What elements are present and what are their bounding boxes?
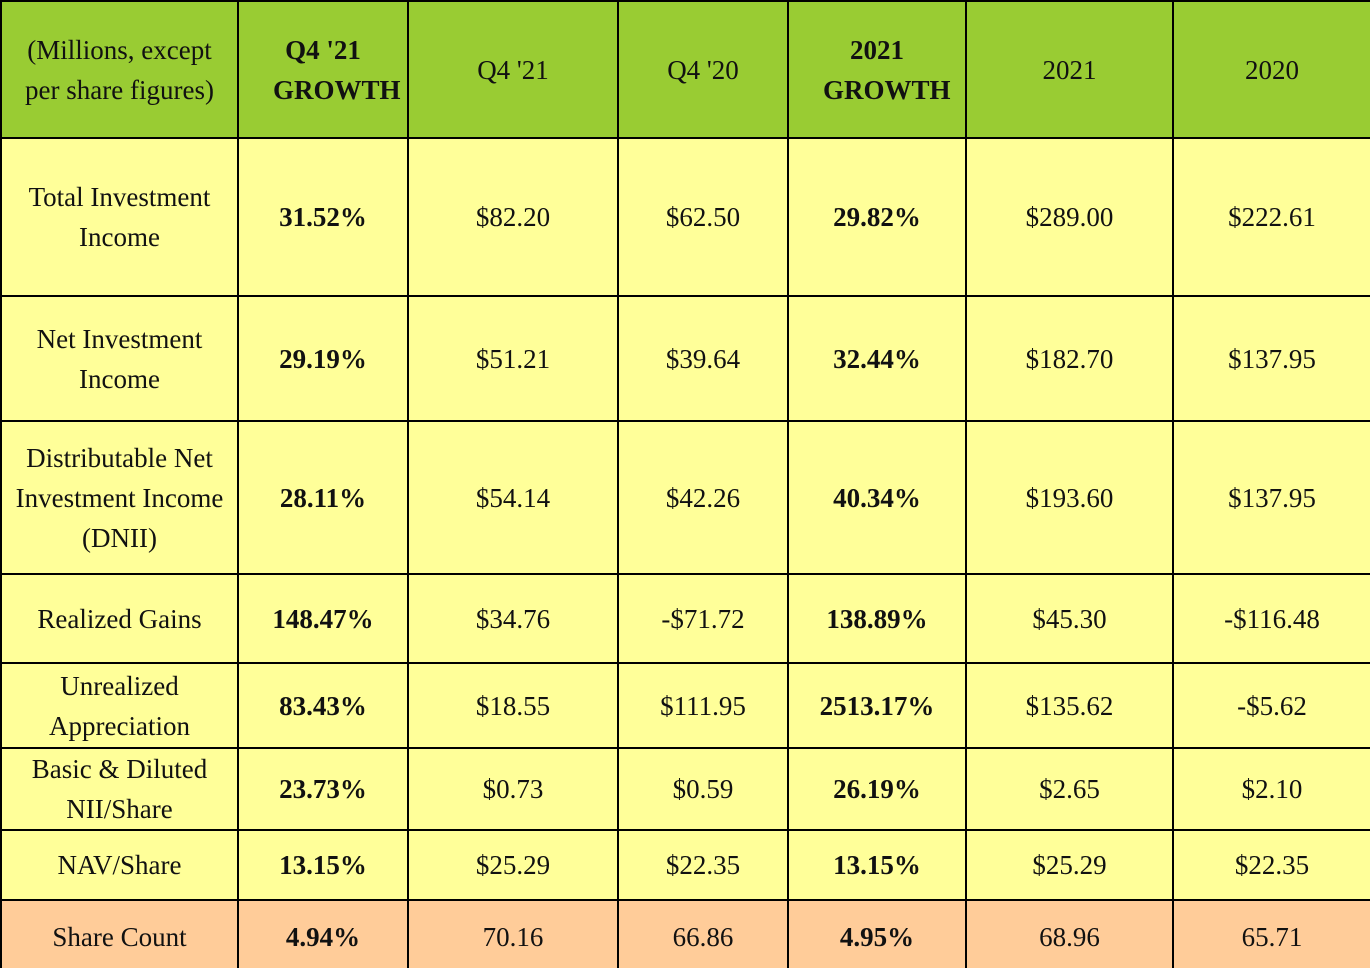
table-cell: $137.95 [1172, 420, 1370, 575]
column-header: 2020 [1172, 0, 1370, 139]
table-row: Realized Gains 148.47% $34.76 -$71.72 138.89… [0, 573, 1370, 664]
table-row: Unrealized Appreciation 83.43% $18.55 $111.… [0, 662, 1370, 749]
table-cell: 70.16 [407, 899, 619, 968]
row-label: Distributable Net Investment Income (DNI… [0, 420, 239, 575]
table-cell: $51.21 [407, 295, 619, 422]
table-cell: $289.00 [965, 137, 1174, 297]
table-cell: 138.89% [787, 573, 967, 664]
table-cell: 40.34% [787, 420, 967, 575]
column-header: Q4 '21 [407, 0, 619, 139]
table-cell: 83.43% [237, 662, 409, 749]
row-label: Realized Gains [0, 573, 239, 664]
table-cell: 4.94% [237, 899, 409, 968]
table-row: Total Investment Income 31.52% $82.20 $62.5… [0, 137, 1370, 297]
table-cell: 23.73% [237, 747, 409, 831]
table-cell: $82.20 [407, 137, 619, 297]
row-label: Total Investment Income [0, 137, 239, 297]
table-cell: 68.96 [965, 899, 1174, 968]
table-cell: $2.10 [1172, 747, 1370, 831]
table-cell: 32.44% [787, 295, 967, 422]
table-cell: 29.82% [787, 137, 967, 297]
table-cell: $137.95 [1172, 295, 1370, 422]
header-row: (Millions, except per share figures) Q4 '… [0, 0, 1370, 139]
row-label: Basic & Diluted NII/Share [0, 747, 239, 831]
table-cell: $135.62 [965, 662, 1174, 749]
column-header: 2021 GROWTH [787, 0, 967, 139]
table-cell: $42.26 [617, 420, 789, 575]
table-row: Distributable Net Investment Income (DNI… [0, 420, 1370, 575]
table-cell: 31.52% [237, 137, 409, 297]
table-body: Total Investment Income 31.52% $82.20 $62.5… [0, 137, 1370, 968]
table-cell: -$116.48 [1172, 573, 1370, 664]
row-label: NAV/Share [0, 829, 239, 901]
table-cell: $182.70 [965, 295, 1174, 422]
table-row: Net Investment Income 29.19% $51.21 $39.64 3… [0, 295, 1370, 422]
table-cell: $111.95 [617, 662, 789, 749]
table-cell: $25.29 [965, 829, 1174, 901]
table-cell: $54.14 [407, 420, 619, 575]
table-cell: 148.47% [237, 573, 409, 664]
table-cell: 29.19% [237, 295, 409, 422]
table-cell: 13.15% [237, 829, 409, 901]
table-row: Basic & Diluted NII/Share 23.73% $0.73 $0.5… [0, 747, 1370, 831]
table-cell: $193.60 [965, 420, 1174, 575]
row-label: Unrealized Appreciation [0, 662, 239, 749]
table-cell: $45.30 [965, 573, 1174, 664]
table-cell: $0.59 [617, 747, 789, 831]
table-row: NAV/Share 13.15% $25.29 $22.35 13.15% $25.29 $… [0, 829, 1370, 901]
table-cell: 66.86 [617, 899, 789, 968]
table-cell: $39.64 [617, 295, 789, 422]
column-header: Q4 '21 GROWTH [237, 0, 409, 139]
table-cell: 4.95% [787, 899, 967, 968]
table-cell: 28.11% [237, 420, 409, 575]
table-cell: 13.15% [787, 829, 967, 901]
table-cell: 65.71 [1172, 899, 1370, 968]
table-cell: $62.50 [617, 137, 789, 297]
table-cell: -$71.72 [617, 573, 789, 664]
table-cell: -$5.62 [1172, 662, 1370, 749]
column-header: Q4 '20 [617, 0, 789, 139]
column-header: (Millions, except per share figures) [0, 0, 239, 139]
table-cell: 2513.17% [787, 662, 967, 749]
table-cell: $18.55 [407, 662, 619, 749]
row-label: Share Count [0, 899, 239, 968]
table-cell: $2.65 [965, 747, 1174, 831]
table-row: Share Count 4.94% 70.16 66.86 4.95% 68.96 65.7… [0, 899, 1370, 968]
table-cell: $34.76 [407, 573, 619, 664]
column-header: 2021 [965, 0, 1174, 139]
table-cell: $25.29 [407, 829, 619, 901]
row-label: Net Investment Income [0, 295, 239, 422]
table-cell: $222.61 [1172, 137, 1370, 297]
table-cell: $0.73 [407, 747, 619, 831]
table-cell: $22.35 [617, 829, 789, 901]
table-cell: 26.19% [787, 747, 967, 831]
table-cell: $22.35 [1172, 829, 1370, 901]
